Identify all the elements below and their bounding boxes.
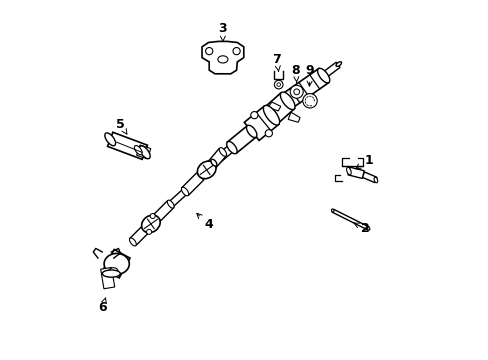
Ellipse shape [335, 62, 341, 67]
Ellipse shape [226, 141, 237, 154]
Ellipse shape [317, 68, 329, 83]
Ellipse shape [246, 125, 256, 138]
Ellipse shape [142, 215, 160, 233]
Circle shape [146, 229, 151, 234]
Ellipse shape [181, 187, 188, 196]
Ellipse shape [280, 92, 294, 109]
Polygon shape [347, 167, 364, 179]
Circle shape [205, 48, 212, 55]
Text: 9: 9 [305, 64, 314, 86]
Polygon shape [264, 93, 294, 123]
Polygon shape [211, 145, 234, 166]
Ellipse shape [108, 268, 118, 276]
Polygon shape [181, 173, 203, 195]
Circle shape [302, 94, 317, 108]
Ellipse shape [264, 107, 278, 124]
Polygon shape [244, 106, 278, 140]
Polygon shape [202, 41, 244, 74]
Ellipse shape [102, 270, 120, 277]
Circle shape [276, 83, 280, 86]
Ellipse shape [104, 253, 129, 274]
Circle shape [232, 48, 240, 55]
Polygon shape [321, 62, 339, 78]
Polygon shape [282, 68, 328, 108]
Text: 3: 3 [218, 22, 227, 41]
Ellipse shape [167, 200, 174, 208]
Circle shape [293, 89, 299, 95]
Ellipse shape [367, 227, 369, 230]
Circle shape [274, 80, 283, 89]
Ellipse shape [263, 105, 279, 125]
Text: 8: 8 [291, 64, 300, 82]
Text: 5: 5 [116, 118, 127, 134]
Ellipse shape [129, 238, 136, 246]
Polygon shape [331, 209, 368, 230]
Circle shape [289, 85, 303, 98]
Polygon shape [267, 102, 280, 111]
Ellipse shape [134, 145, 142, 155]
Ellipse shape [104, 133, 115, 146]
Circle shape [250, 112, 258, 119]
Text: 2: 2 [353, 222, 369, 235]
Polygon shape [129, 227, 147, 245]
Polygon shape [287, 112, 300, 122]
Text: 1: 1 [355, 154, 372, 169]
Circle shape [264, 130, 272, 137]
Text: 6: 6 [98, 298, 106, 314]
Circle shape [150, 213, 155, 219]
Text: 7: 7 [272, 53, 281, 72]
Ellipse shape [210, 159, 216, 166]
Polygon shape [136, 145, 150, 159]
Polygon shape [107, 132, 147, 159]
Ellipse shape [218, 56, 227, 63]
Ellipse shape [219, 148, 226, 156]
Polygon shape [208, 149, 226, 168]
Polygon shape [227, 126, 256, 153]
Polygon shape [156, 189, 187, 219]
Polygon shape [101, 267, 115, 289]
Ellipse shape [331, 209, 333, 212]
Polygon shape [103, 249, 130, 278]
Polygon shape [154, 201, 174, 221]
Text: 4: 4 [197, 213, 212, 231]
Polygon shape [362, 172, 376, 183]
Ellipse shape [346, 167, 350, 175]
Ellipse shape [139, 146, 150, 159]
Ellipse shape [373, 177, 377, 183]
Ellipse shape [197, 161, 216, 179]
